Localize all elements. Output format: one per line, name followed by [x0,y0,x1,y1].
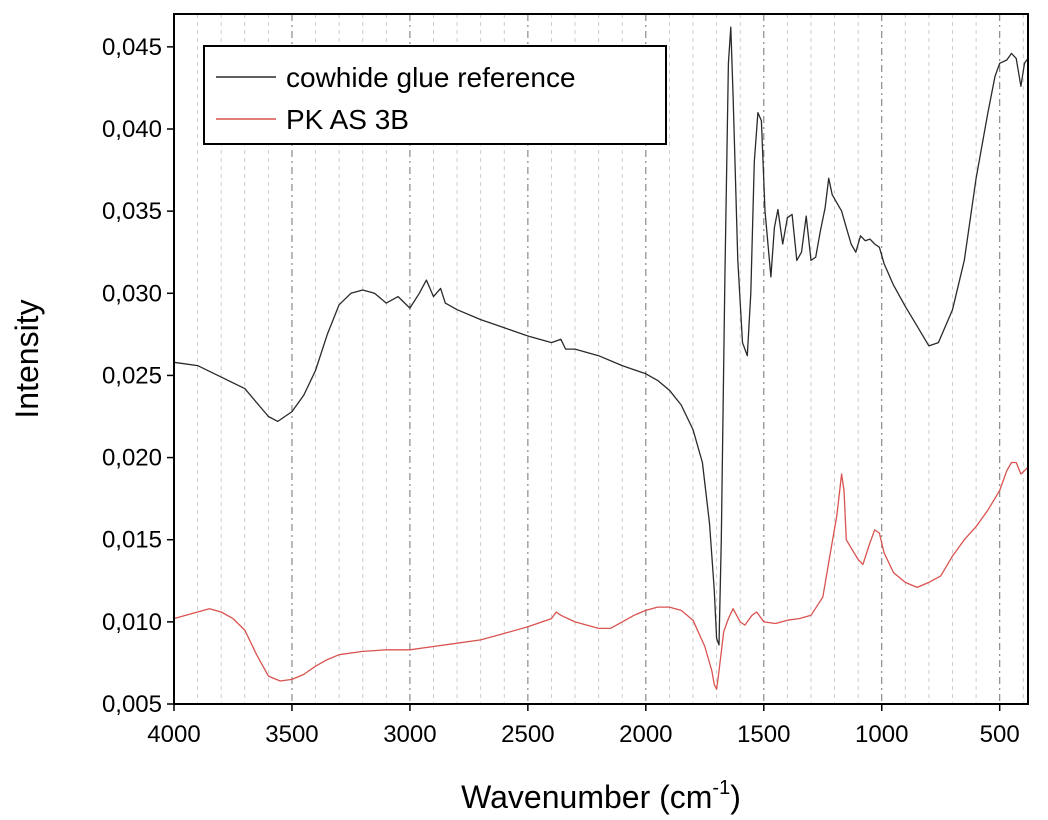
y-tick-label: 0,005 [102,691,162,718]
plot-area-frame [173,13,1029,705]
legend-box [203,45,667,145]
y-tick-label: 0,045 [102,34,162,61]
y-tick-label: 0,020 [102,445,162,472]
x-tick-label: 1000 [855,721,908,748]
y-tick-label: 0,025 [102,362,162,389]
x-tick-label: 2500 [501,721,554,748]
x-tick-label: 4000 [147,721,200,748]
y-tick-label: 0,035 [102,198,162,225]
x-tick-label: 1500 [737,721,790,748]
axis-ticks: 4000 3500 3000 2500 2000 1500 1000 500 0,005 0,01… [102,34,1020,748]
y-axis-title: Intensity [9,299,45,418]
legend: cowhide glue reference PK AS 3B [203,45,667,145]
legend-label-cowhide-glue-reference: cowhide glue reference [286,62,576,93]
legend-label-pk-as-3b: PK AS 3B [286,104,409,135]
x-axis-title-superscript: -1 [712,777,730,799]
series-line-pk-as-3b [173,461,1029,690]
x-axis-title-close: ) [730,779,741,815]
y-tick-label: 0,010 [102,609,162,636]
x-tick-label: 3000 [383,721,436,748]
y-tick-label: 0,015 [102,527,162,554]
x-tick-label: 500 [980,721,1020,748]
x-axis-title: Wavenumber (cm-1) [461,777,741,815]
y-tick-label: 0,040 [102,116,162,143]
y-tick-label: 0,030 [102,280,162,307]
series-line-cowhide-glue-reference [173,26,1029,646]
x-tick-label: 2000 [619,721,672,748]
x-axis-title-main: Wavenumber (cm [461,779,712,815]
x-tick-label: 3500 [265,721,318,748]
series-lines [173,26,1029,690]
